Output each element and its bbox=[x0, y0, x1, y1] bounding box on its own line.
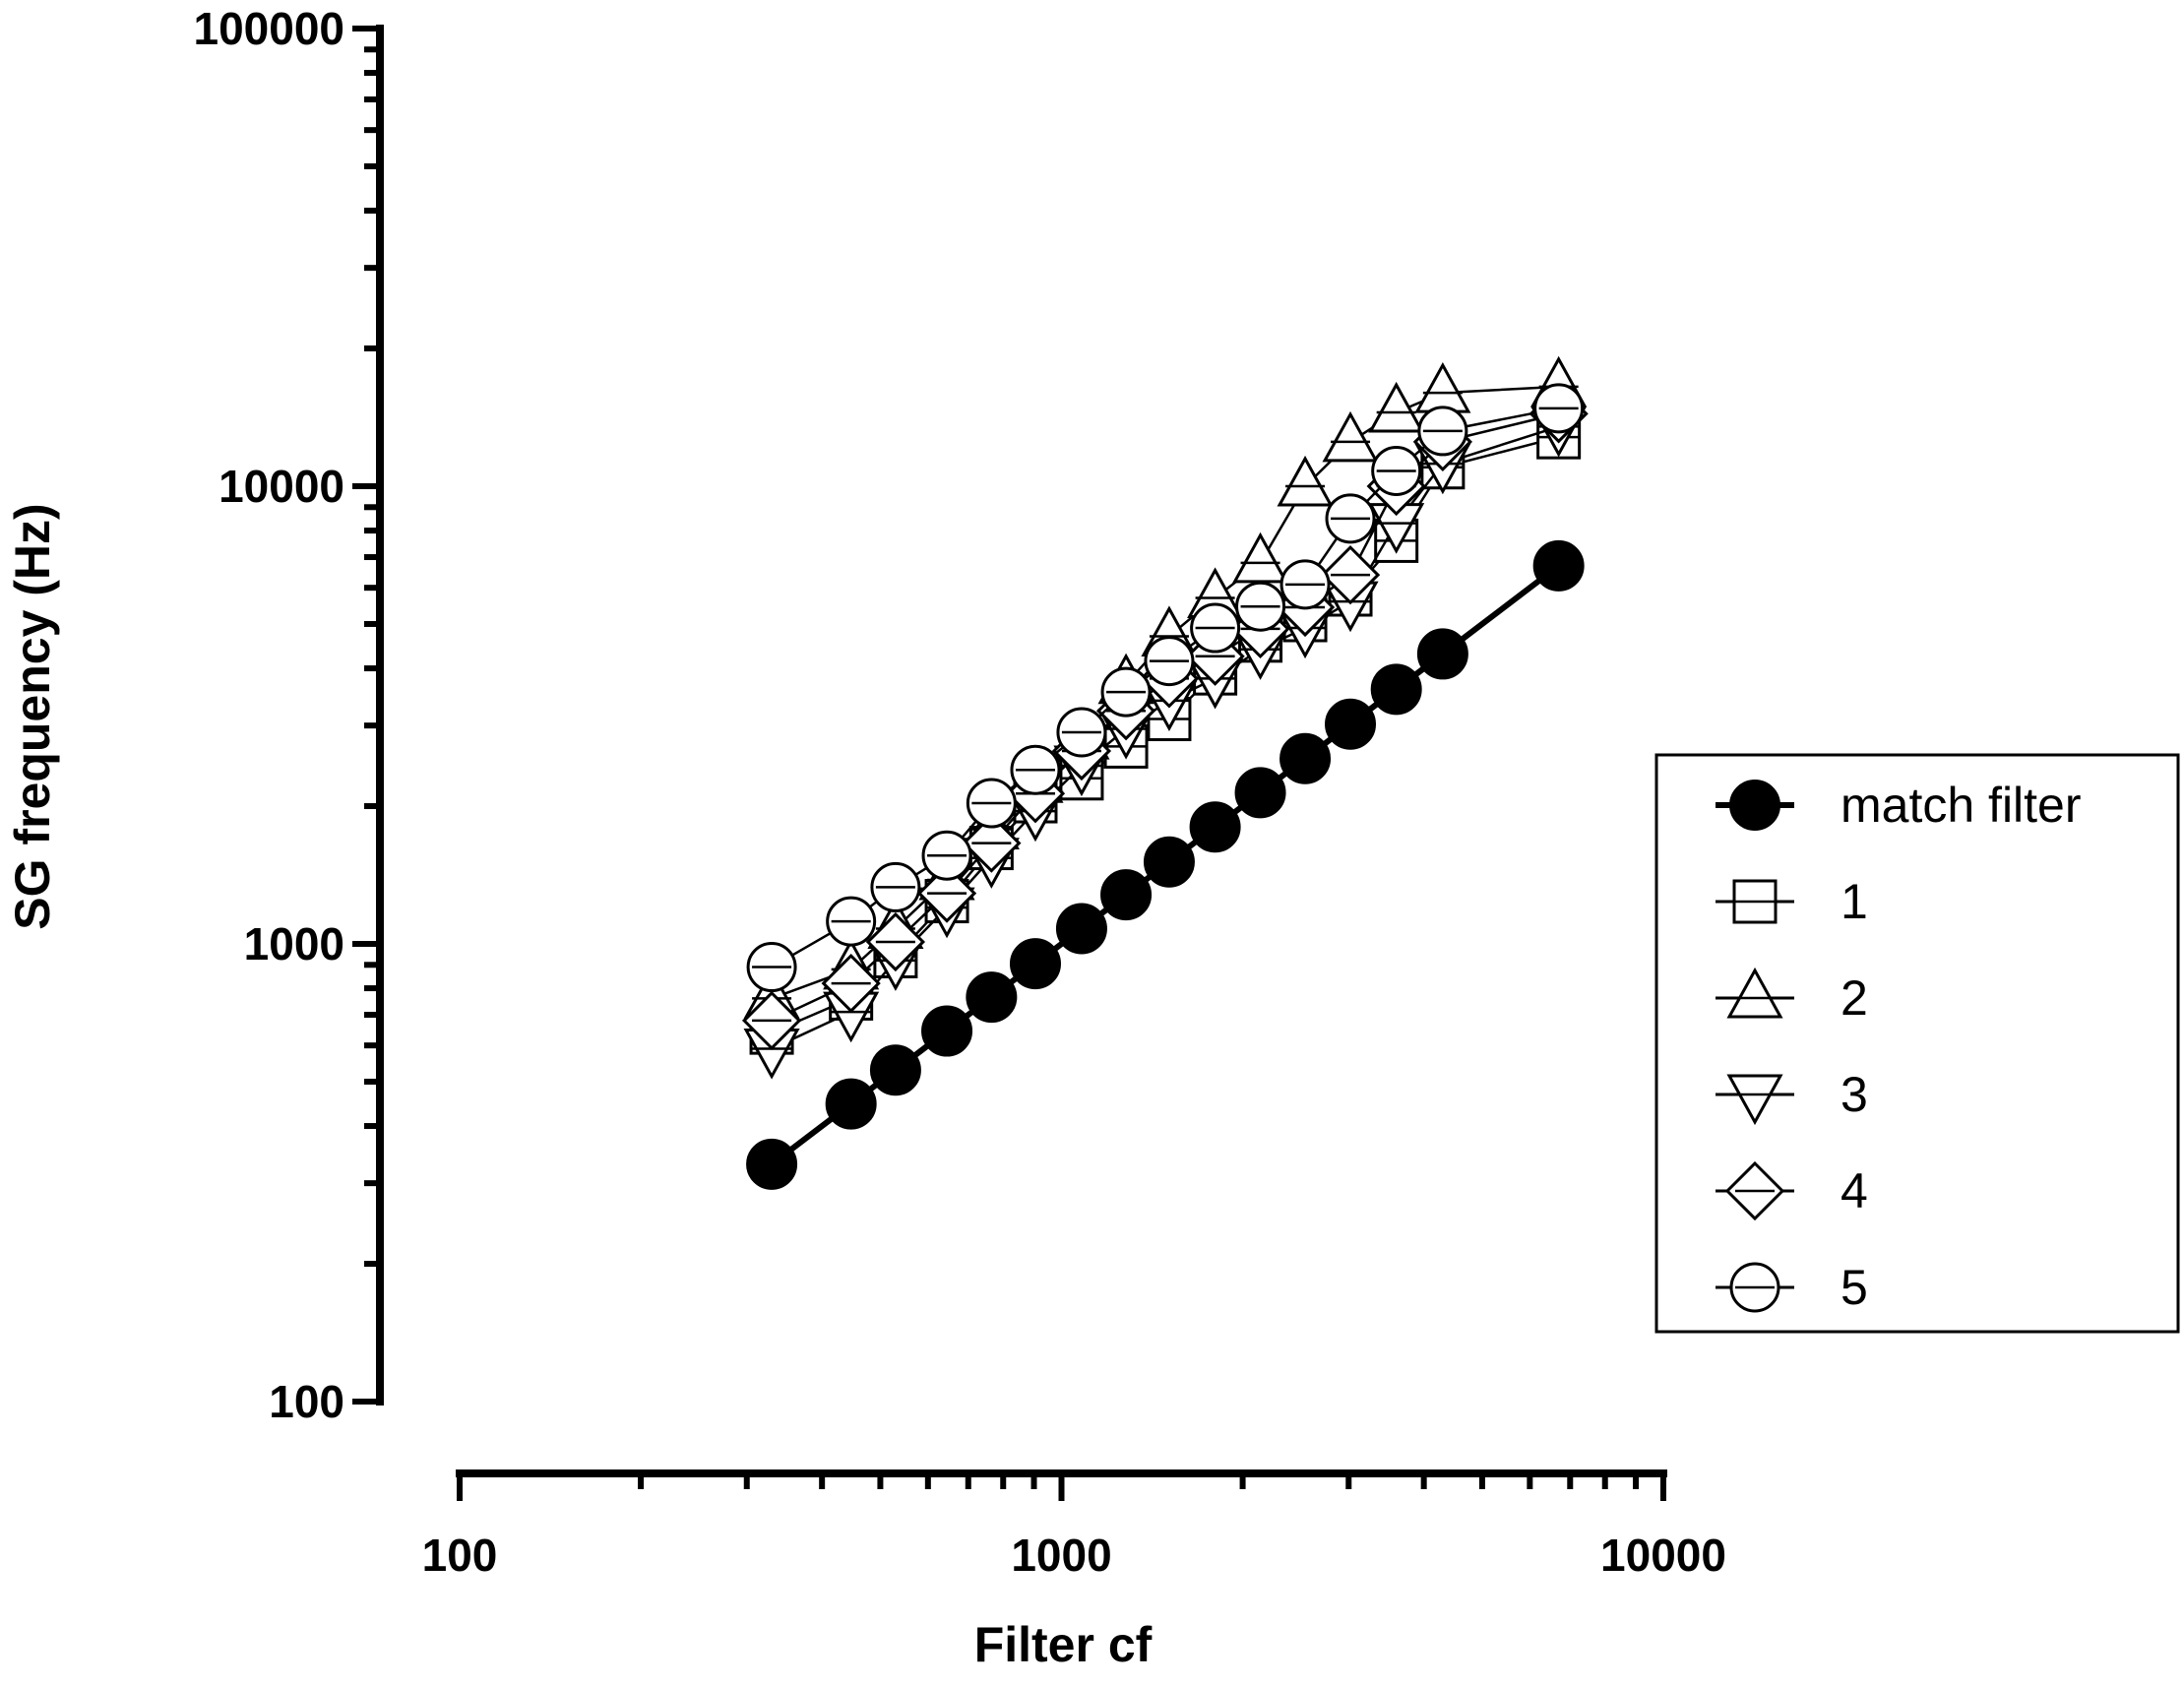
data-point bbox=[1416, 628, 1468, 680]
y-tick-label: 1000 bbox=[244, 918, 344, 969]
legend-label: 1 bbox=[1841, 874, 1868, 929]
data-point bbox=[1322, 410, 1379, 463]
y-tick-label: 10000 bbox=[218, 461, 344, 512]
data-point bbox=[1189, 801, 1241, 853]
data-point bbox=[1100, 869, 1153, 921]
data-point bbox=[1370, 663, 1422, 716]
legend-marker bbox=[1729, 780, 1780, 831]
legend-label: 4 bbox=[1841, 1163, 1868, 1218]
data-point bbox=[1009, 938, 1061, 990]
data-point bbox=[1143, 836, 1195, 888]
series-5 bbox=[746, 383, 1585, 993]
data-point bbox=[746, 1138, 798, 1190]
legend-item: 1 bbox=[1716, 874, 1868, 929]
data-point bbox=[869, 1044, 921, 1096]
x-tick-label: 1000 bbox=[1011, 1530, 1111, 1581]
data-point bbox=[1368, 381, 1425, 433]
data-point bbox=[921, 1005, 973, 1057]
legend-label: 3 bbox=[1841, 1067, 1868, 1122]
legend-item: match filter bbox=[1716, 778, 2082, 833]
data-point bbox=[1532, 539, 1585, 592]
legend-item: 4 bbox=[1716, 1160, 1868, 1221]
data-point bbox=[825, 1078, 877, 1130]
series-match-filter bbox=[746, 539, 1585, 1190]
legend-item: 5 bbox=[1716, 1260, 1868, 1315]
y-axis-title: SG frequency (Hz) bbox=[5, 503, 60, 929]
data-point bbox=[1414, 361, 1471, 413]
legend-label: match filter bbox=[1841, 778, 2082, 833]
data-point bbox=[1277, 455, 1334, 507]
plot-area bbox=[741, 355, 1589, 1190]
series-1 bbox=[749, 414, 1582, 1055]
data-point bbox=[966, 971, 1018, 1024]
data-point bbox=[1055, 903, 1107, 955]
legend-box bbox=[1654, 753, 2180, 1334]
x-tick-label: 10000 bbox=[1600, 1530, 1726, 1581]
y-tick-label: 100000 bbox=[194, 3, 345, 54]
legend-item: 2 bbox=[1716, 967, 1868, 1026]
x-axis-title: Filter cf bbox=[974, 1617, 1153, 1672]
y-tick-label: 100 bbox=[269, 1376, 344, 1427]
legend-item: 3 bbox=[1716, 1067, 1868, 1126]
x-tick-label: 100 bbox=[422, 1530, 498, 1581]
data-point bbox=[1234, 767, 1286, 819]
data-point bbox=[1325, 698, 1377, 750]
legend-marker bbox=[1726, 1074, 1783, 1126]
data-point bbox=[1279, 732, 1332, 784]
legend: match filter 1 2 3 4 5 bbox=[1654, 753, 2180, 1334]
axes: 100 1000 10000 100000 100 1000 10000 bbox=[194, 3, 1726, 1581]
legend-label: 5 bbox=[1841, 1260, 1868, 1315]
series-line bbox=[771, 406, 1559, 968]
series-line bbox=[770, 563, 1561, 1167]
legend-marker bbox=[1726, 967, 1783, 1019]
data-point bbox=[1232, 531, 1289, 584]
legend-label: 2 bbox=[1841, 970, 1868, 1026]
